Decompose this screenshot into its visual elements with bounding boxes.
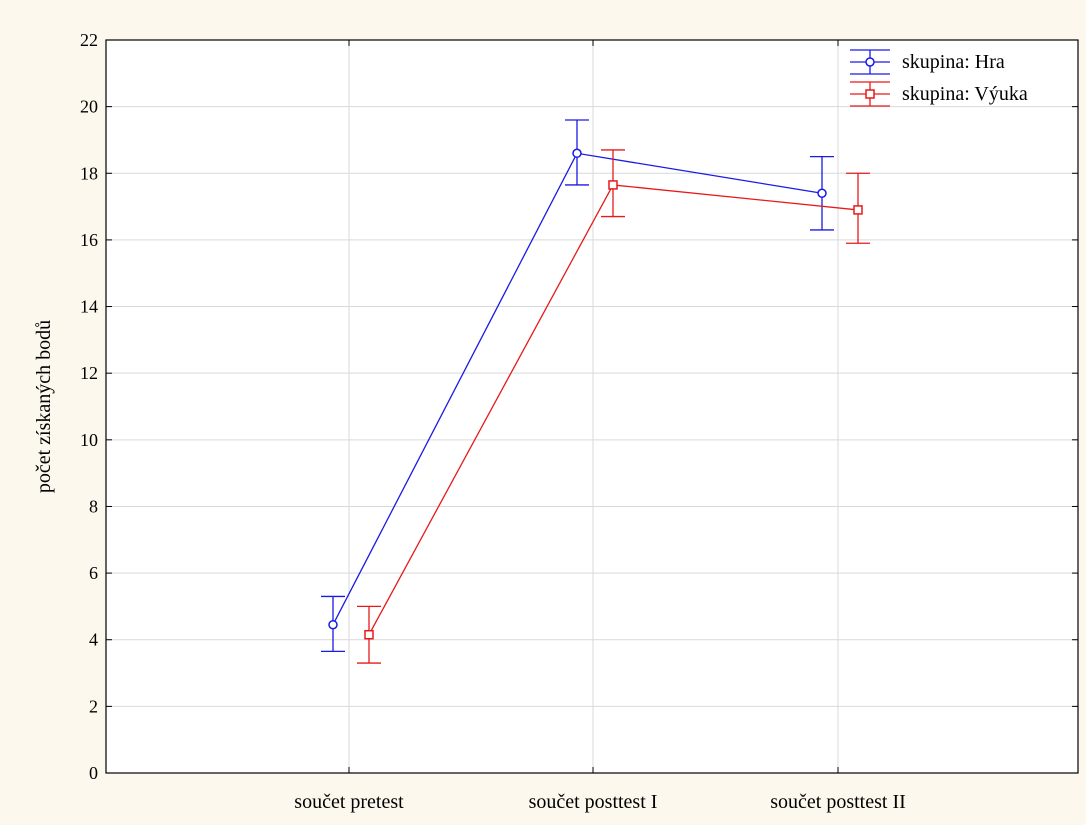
data-point [817,188,827,199]
data-point [364,629,374,640]
plot-border [105,39,1079,774]
plot-frame [106,40,1078,773]
x-category-label: součet pretest [294,791,404,813]
grid-lines [106,40,1078,773]
x-category-label: součet posttest II [770,791,906,813]
legend-label: skupina: Výuka [902,83,1028,105]
legend-entry: skupina: Hra [850,49,1005,75]
legend-marker [865,57,875,67]
data-point [608,180,618,190]
y-tick-label: 14 [80,297,98,317]
y-tick-label: 10 [80,430,98,450]
y-axis-title: počet získaných bodů [33,320,55,493]
y-tick-label: 0 [89,763,98,783]
legend-marker [865,89,875,99]
y-tick-label: 22 [80,30,98,50]
y-tick-label: 20 [80,97,98,117]
y-tick-label: 4 [89,630,98,650]
y-axis: 0 2 4 6 8 10 12 14 16 18 20 22 [80,30,1078,783]
data-point [572,148,582,159]
y-tick-label: 6 [89,563,98,583]
data-point [853,205,863,215]
y-tick-label: 8 [89,496,98,516]
legend-label: skupina: Hra [902,51,1005,73]
series-layer [321,119,870,664]
data-point [328,619,338,630]
y-tick-label: 2 [89,696,98,716]
legend: skupina: Hra skupina: Výuka [850,49,1028,107]
x-category-label: součet posttest I [529,791,658,813]
legend-entry: skupina: Výuka [850,81,1028,107]
series-vyuka [357,149,870,664]
series-hra [321,119,834,653]
y-tick-label: 18 [80,163,98,183]
y-tick-label: 12 [80,363,98,383]
x-axis: součet pretest součet posttest I součet po… [294,40,906,813]
y-tick-label: 16 [80,230,98,250]
